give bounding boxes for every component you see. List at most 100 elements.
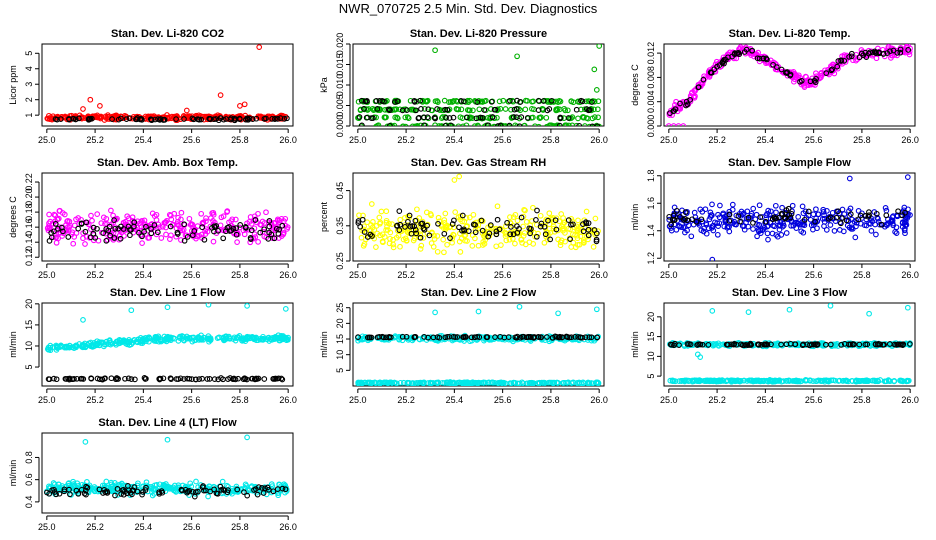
data-point [581,240,587,246]
x-tick-label: 25.0 [349,135,367,145]
data-point [249,375,256,382]
data-point [873,50,879,57]
chart-title: Stan. Dev. Line 4 (LT) Flow [98,417,237,429]
data-point [240,336,247,343]
data-point [750,205,757,212]
data-point [428,212,434,219]
data-point [484,334,490,341]
data-point [866,209,872,215]
data-point [761,341,768,348]
data-point [125,375,132,382]
data-point [691,94,698,101]
data-point [203,218,209,225]
data-point [108,207,114,214]
data-point [467,114,474,121]
data-point [432,309,438,316]
x-tick-label: 25.4 [135,395,153,405]
data-point [381,98,387,105]
data-point [46,211,52,218]
chart-title: Stan. Dev. Line 1 Flow [110,287,226,299]
series-black [45,375,286,383]
data-point [556,122,563,126]
data-point [802,377,809,384]
data-point [418,242,425,249]
data-point [687,341,694,348]
data-point [52,221,59,227]
data-point [111,217,117,223]
data-point [390,244,397,251]
data-point [87,343,94,349]
data-point [428,240,435,246]
data-point [141,217,148,224]
data-point [447,235,453,241]
data-point [138,337,145,343]
data-point [889,341,895,348]
data-point [466,97,473,104]
data-point [446,333,452,340]
data-point [157,116,164,122]
data-point [812,79,819,86]
data-point [108,375,115,382]
data-point [482,237,489,243]
data-point [520,223,526,230]
x-tick-label: 25.2 [708,395,726,405]
data-point [361,229,368,235]
data-point [153,481,160,488]
data-point [356,212,362,219]
y-tick-label: 5 [24,365,34,370]
data-point [368,201,375,207]
data-point [251,487,257,493]
data-point [517,99,524,105]
data-point [538,222,545,229]
data-point [180,337,187,343]
data-point [230,226,237,232]
data-point [416,215,423,221]
data-point [857,378,863,385]
data-point [823,341,829,348]
data-point [202,228,208,234]
data-point [448,122,454,126]
data-point [460,334,467,340]
data-point [108,479,114,486]
data-point [114,486,121,492]
data-point [131,223,137,230]
data-point [594,334,601,341]
data-point [236,116,243,123]
data-point [463,215,470,221]
data-point [735,213,742,219]
data-point [361,106,367,112]
data-point [431,236,438,242]
data-point [247,235,254,241]
data-point [505,334,512,340]
data-point [284,226,290,232]
data-point [284,115,290,122]
data-point [225,376,231,382]
y-tick-label: 1 [24,113,34,118]
data-point [146,234,153,241]
data-point [772,202,779,209]
data-point [510,114,517,120]
y-tick-label: 15 [646,332,656,342]
data-point [65,344,72,351]
data-point [131,484,138,490]
data-point [244,115,251,122]
data-point [800,341,807,348]
plot-frame [663,172,916,262]
data-point [764,56,770,63]
data-point [94,341,101,348]
data-point [709,223,716,230]
data-point [905,377,912,384]
data-point [540,379,547,386]
data-point [427,380,434,386]
data-point [240,376,247,383]
data-point [757,214,764,220]
data-point [756,202,763,209]
data-point [241,231,248,238]
data-point [80,317,86,323]
data-point [583,219,589,225]
y-axis-label: degrees C [8,196,18,238]
data-point [745,223,752,230]
data-point [187,222,194,228]
